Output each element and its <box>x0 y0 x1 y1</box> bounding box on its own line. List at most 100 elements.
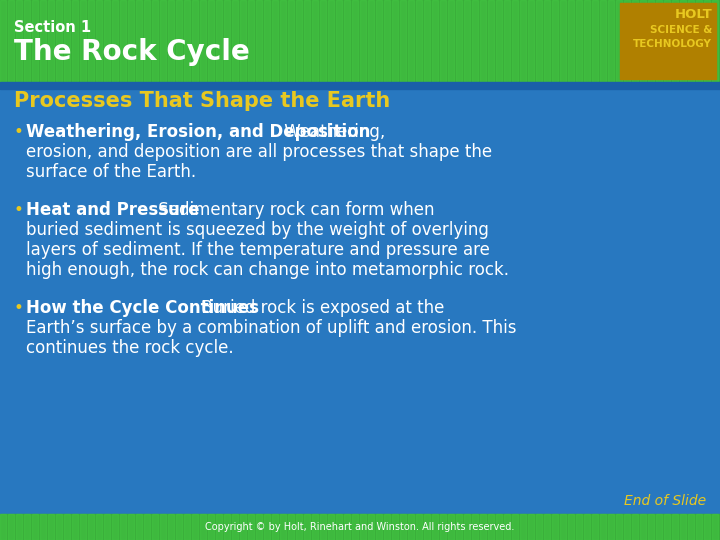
Bar <box>584 514 590 540</box>
Bar <box>0 89 720 514</box>
Bar <box>704 0 710 82</box>
Text: Section 1: Section 1 <box>14 20 91 35</box>
Bar <box>200 0 206 82</box>
Text: Heat and Pressure: Heat and Pressure <box>26 201 199 219</box>
Bar <box>480 514 486 540</box>
Bar <box>296 514 302 540</box>
Bar <box>464 0 470 82</box>
Text: Sedimentary rock can form when: Sedimentary rock can form when <box>153 201 434 219</box>
Text: Buried rock is exposed at the: Buried rock is exposed at the <box>196 299 444 317</box>
Bar <box>184 0 190 82</box>
Bar <box>48 0 54 82</box>
Bar <box>320 0 326 82</box>
Bar <box>0 514 720 540</box>
Bar <box>112 514 118 540</box>
Bar <box>88 0 94 82</box>
Bar <box>416 0 422 82</box>
Bar <box>552 0 558 82</box>
Bar <box>616 0 622 82</box>
Bar <box>280 0 286 82</box>
Bar <box>536 0 542 82</box>
Bar <box>504 0 510 82</box>
Bar <box>496 0 502 82</box>
Bar <box>392 0 398 82</box>
Bar <box>544 0 550 82</box>
Text: high enough, the rock can change into metamorphic rock.: high enough, the rock can change into me… <box>26 261 509 279</box>
Bar <box>712 514 718 540</box>
Bar <box>296 0 302 82</box>
Bar <box>64 0 70 82</box>
Bar <box>232 514 238 540</box>
Bar <box>536 514 542 540</box>
Bar <box>248 0 254 82</box>
Bar <box>584 0 590 82</box>
Bar <box>248 514 254 540</box>
Bar <box>656 0 662 82</box>
Bar <box>160 0 166 82</box>
Bar <box>208 514 214 540</box>
Text: End of Slide: End of Slide <box>624 494 706 508</box>
Bar <box>576 0 582 82</box>
Bar <box>696 0 702 82</box>
Bar <box>712 0 718 82</box>
Bar <box>384 514 390 540</box>
Text: erosion, and deposition are all processes that shape the: erosion, and deposition are all processe… <box>26 143 492 161</box>
Bar <box>0 514 6 540</box>
Bar <box>408 514 414 540</box>
Bar <box>672 514 678 540</box>
Bar <box>488 0 494 82</box>
Bar <box>224 0 230 82</box>
Bar <box>504 514 510 540</box>
Bar <box>352 0 358 82</box>
Bar <box>264 0 270 82</box>
Bar <box>568 0 574 82</box>
Bar <box>624 0 630 82</box>
Text: continues the rock cycle.: continues the rock cycle. <box>26 339 233 357</box>
Bar <box>464 514 470 540</box>
Bar <box>416 514 422 540</box>
Bar <box>16 0 22 82</box>
Bar <box>112 0 118 82</box>
Text: buried sediment is squeezed by the weight of overlying: buried sediment is squeezed by the weigh… <box>26 221 489 239</box>
Bar <box>128 0 134 82</box>
Text: Earth’s surface by a combination of uplift and erosion. This: Earth’s surface by a combination of upli… <box>26 319 516 337</box>
Bar <box>104 0 110 82</box>
Bar <box>576 514 582 540</box>
Text: TECHNOLOGY: TECHNOLOGY <box>633 39 712 49</box>
Bar <box>0 82 720 89</box>
Bar <box>688 514 694 540</box>
Bar <box>240 514 246 540</box>
Bar <box>392 514 398 540</box>
Bar <box>168 0 174 82</box>
Bar <box>520 514 526 540</box>
Bar <box>200 514 206 540</box>
Bar <box>160 514 166 540</box>
Text: Processes That Shape the Earth: Processes That Shape the Earth <box>14 91 390 111</box>
Bar <box>448 514 454 540</box>
Bar <box>360 514 366 540</box>
Bar <box>640 0 646 82</box>
Bar <box>440 0 446 82</box>
Bar <box>192 0 198 82</box>
Bar <box>80 514 86 540</box>
Bar <box>328 514 334 540</box>
Bar <box>672 0 678 82</box>
Bar <box>360 0 366 82</box>
Bar <box>8 514 14 540</box>
Bar <box>512 0 518 82</box>
Bar <box>704 514 710 540</box>
Text: •: • <box>14 299 24 317</box>
Bar <box>0 0 6 82</box>
Bar <box>440 514 446 540</box>
Bar <box>608 514 614 540</box>
Bar <box>72 0 78 82</box>
Bar <box>480 0 486 82</box>
Bar <box>432 0 438 82</box>
Bar <box>72 514 78 540</box>
Bar <box>312 514 318 540</box>
Bar <box>232 0 238 82</box>
Bar <box>456 0 462 82</box>
Bar <box>592 514 598 540</box>
Text: layers of sediment. If the temperature and pressure are: layers of sediment. If the temperature a… <box>26 241 490 259</box>
Bar <box>600 514 606 540</box>
